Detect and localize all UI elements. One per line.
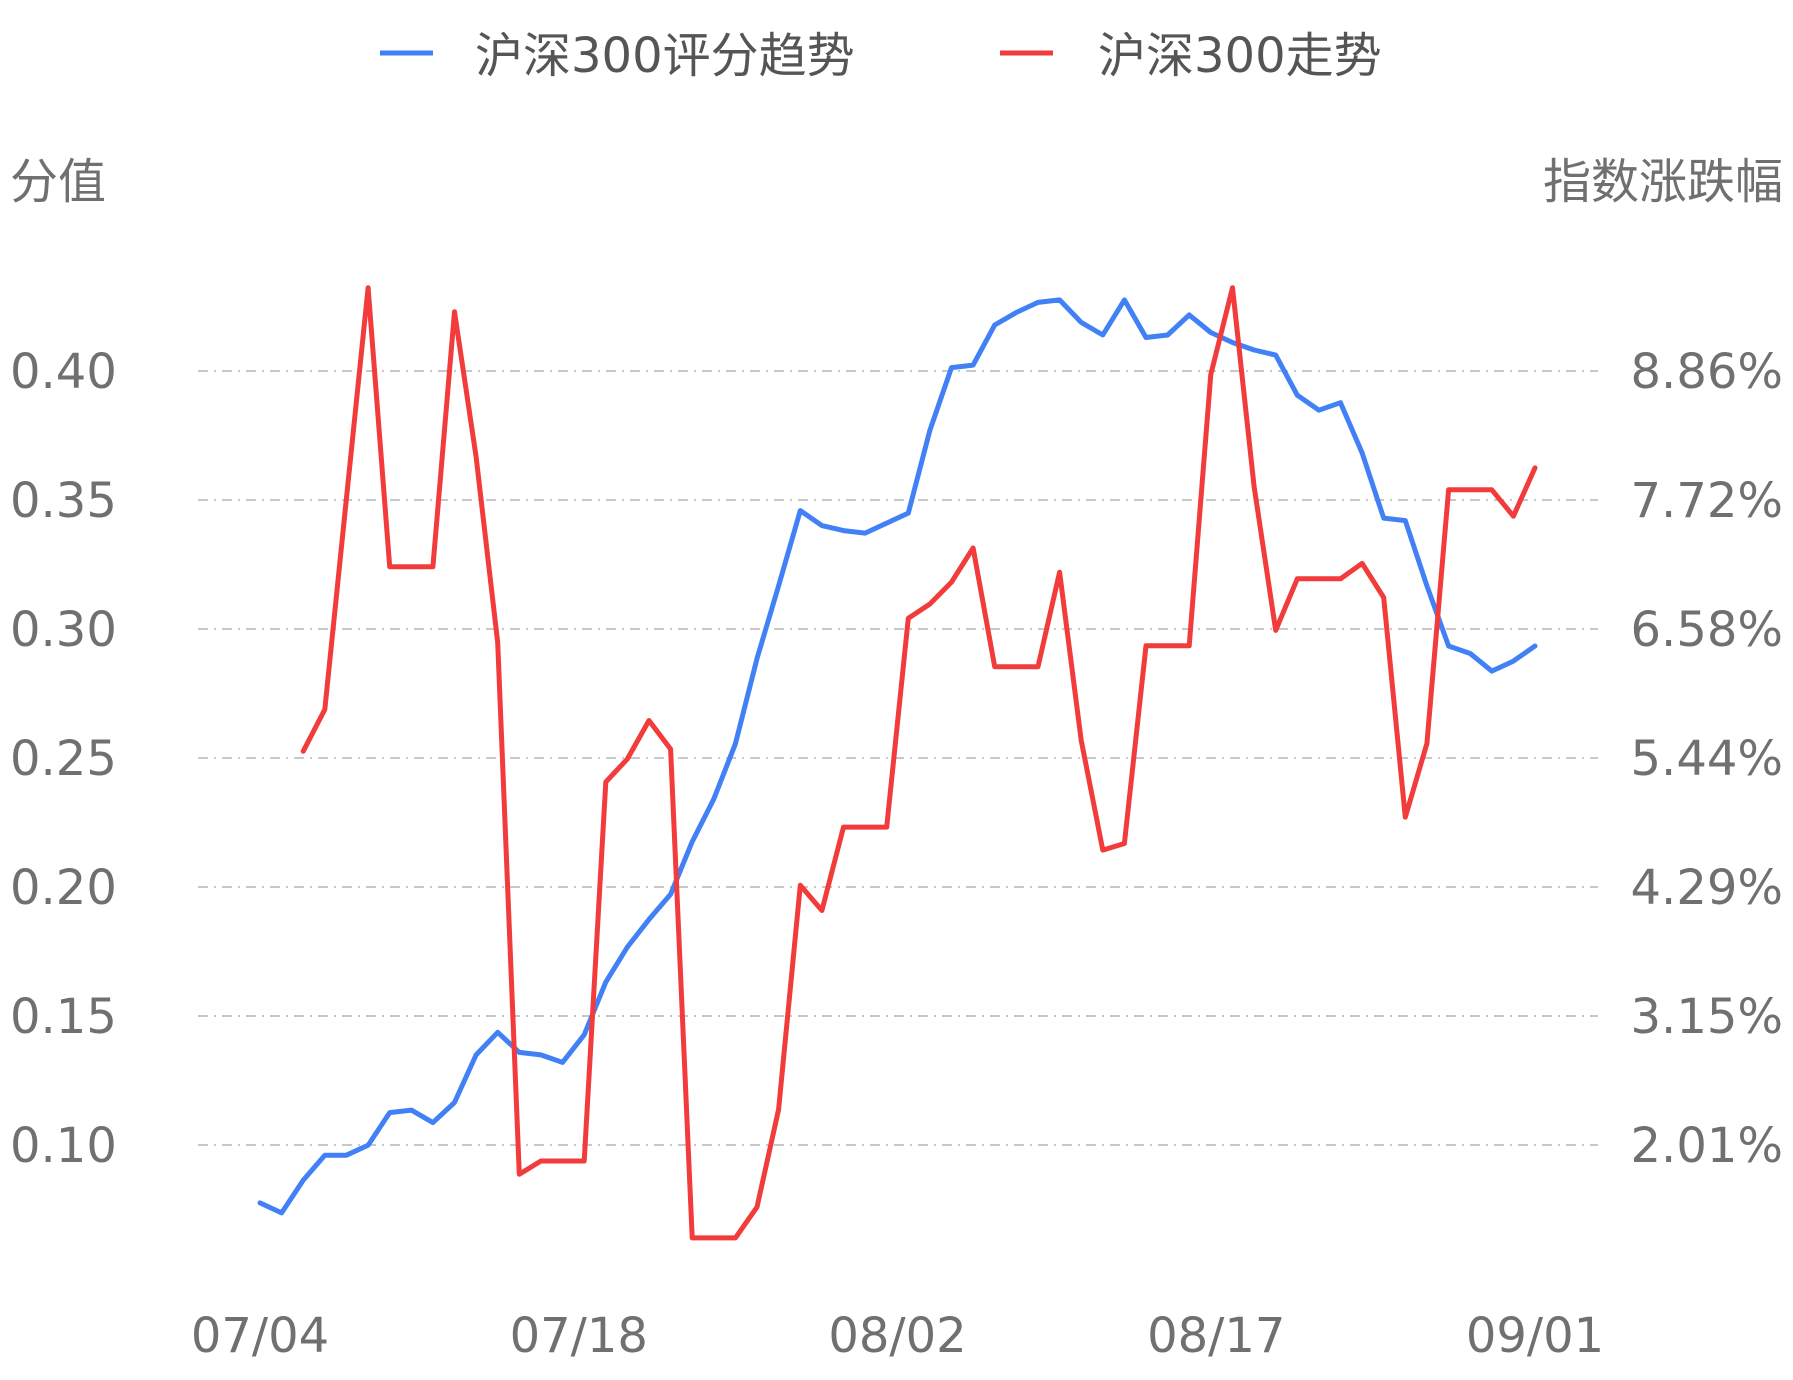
right-tick-label: 6.58%	[1631, 602, 1783, 658]
legend-item-index[interactable]: 沪深300走势	[1000, 28, 1382, 84]
right-tick-label: 4.29%	[1631, 860, 1783, 916]
right-tick-label: 5.44%	[1631, 731, 1783, 787]
legend-label-score: 沪深300评分趋势	[475, 28, 855, 84]
x-tick-label: 07/18	[510, 1308, 648, 1364]
right-axis-title: 指数涨跌幅	[1543, 154, 1783, 210]
x-tick-label: 07/04	[191, 1308, 329, 1364]
legend: 沪深300评分趋势 沪深300走势	[380, 28, 1382, 84]
legend-item-score[interactable]: 沪深300评分趋势	[380, 28, 855, 84]
series-line-index	[300, 285, 1538, 1241]
left-tick-label: 0.15	[10, 989, 117, 1045]
right-tick-label: 3.15%	[1631, 989, 1783, 1045]
x-tick-label: 08/17	[1147, 1308, 1285, 1364]
legend-label-index: 沪深300走势	[1098, 28, 1382, 84]
gridlines	[198, 370, 1598, 1146]
left-tick-label: 0.10	[10, 1118, 117, 1174]
right-tick-label: 8.86%	[1631, 344, 1783, 400]
right-axis-ticks: 2.01% 3.15% 4.29% 5.44% 6.58% 7.72% 8.86%	[1631, 344, 1783, 1174]
left-axis-ticks: 0.10 0.15 0.20 0.25 0.30 0.35 0.40	[10, 344, 117, 1174]
right-tick-label: 2.01%	[1631, 1118, 1783, 1174]
left-tick-label: 0.20	[10, 860, 117, 916]
x-tick-label: 09/01	[1466, 1308, 1604, 1364]
left-tick-label: 0.30	[10, 602, 117, 658]
series-lines	[257, 285, 1538, 1241]
series-line-score	[257, 297, 1538, 1216]
x-axis-ticks: 07/04 07/18 08/02 08/17 09/01	[191, 1308, 1604, 1364]
left-tick-label: 0.25	[10, 731, 117, 787]
left-tick-label: 0.35	[10, 473, 117, 529]
x-tick-label: 08/02	[828, 1308, 966, 1364]
left-axis-title: 分值	[10, 154, 106, 210]
right-tick-label: 7.72%	[1631, 473, 1783, 529]
left-tick-label: 0.40	[10, 344, 117, 400]
